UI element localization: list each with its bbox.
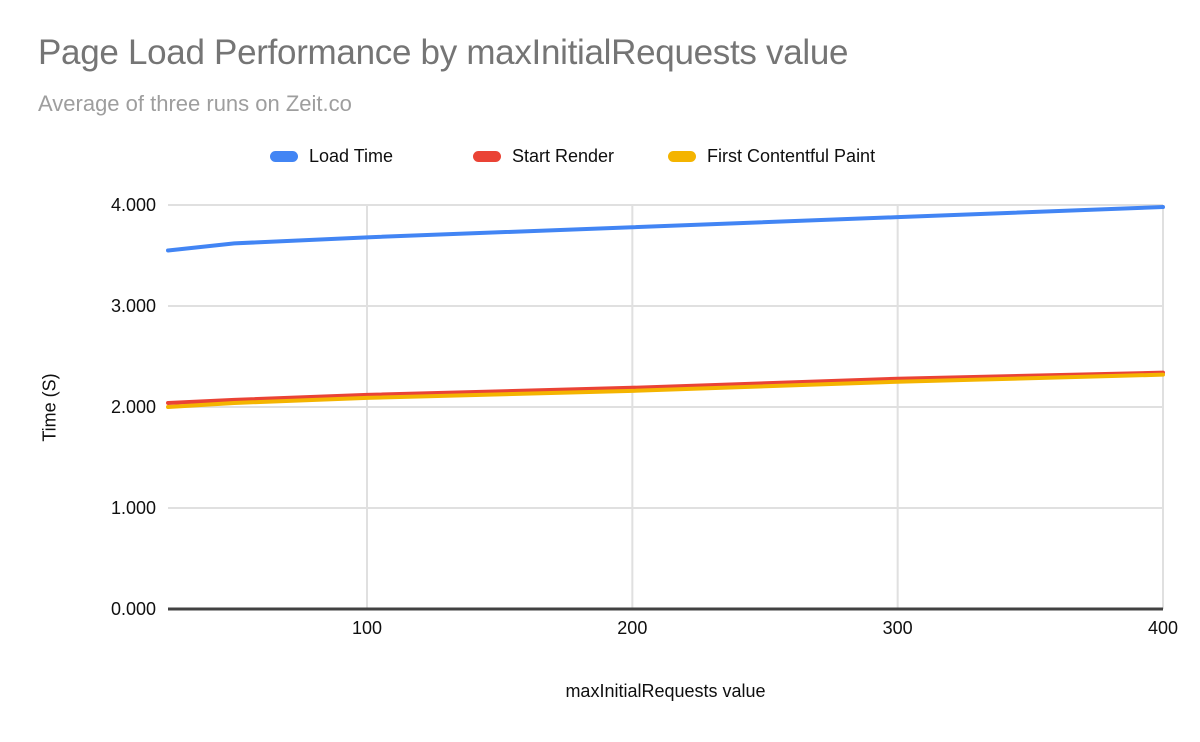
x-tick-label: 300 — [882, 618, 913, 638]
legend-label: Load Time — [309, 146, 394, 166]
legend-label: First Contentful Paint — [707, 146, 876, 166]
legend-item-first-contentful-paint: First Contentful Paint — [668, 145, 875, 167]
y-tick-label: 3.000 — [110, 296, 156, 316]
legend-item-load-time: Load Time — [270, 145, 393, 167]
chart-title: Page Load Performance by maxInitialReque… — [38, 33, 849, 72]
y-tick-label: 0.000 — [110, 599, 156, 619]
legend-swatch-icon — [473, 150, 501, 162]
series-line-first-contentful-paint — [166, 372, 1165, 409]
y-tick-label: 2.000 — [110, 397, 156, 417]
y-axis-title: Time (S) — [39, 372, 60, 442]
y-tick-label: 4.000 — [110, 195, 156, 215]
chart-subtitle: Average of three runs on Zeit.co — [38, 91, 352, 116]
y-axis-title-wrap: Time (S) — [28, 205, 72, 609]
legend-swatch-icon — [668, 150, 696, 162]
x-tick-label: 100 — [351, 618, 383, 638]
y-tick-label: 1.000 — [110, 498, 156, 518]
series-line-load-time — [166, 205, 1165, 253]
legend-label: Start Render — [512, 146, 615, 166]
x-axis-title: maxInitialRequests value — [565, 681, 766, 701]
legend-item-start-render: Start Render — [473, 145, 614, 167]
series-line-start-render — [166, 370, 1165, 405]
x-tick-label: 400 — [1147, 618, 1179, 638]
legend-swatch-icon — [270, 150, 298, 162]
x-tick-label: 200 — [617, 618, 648, 638]
